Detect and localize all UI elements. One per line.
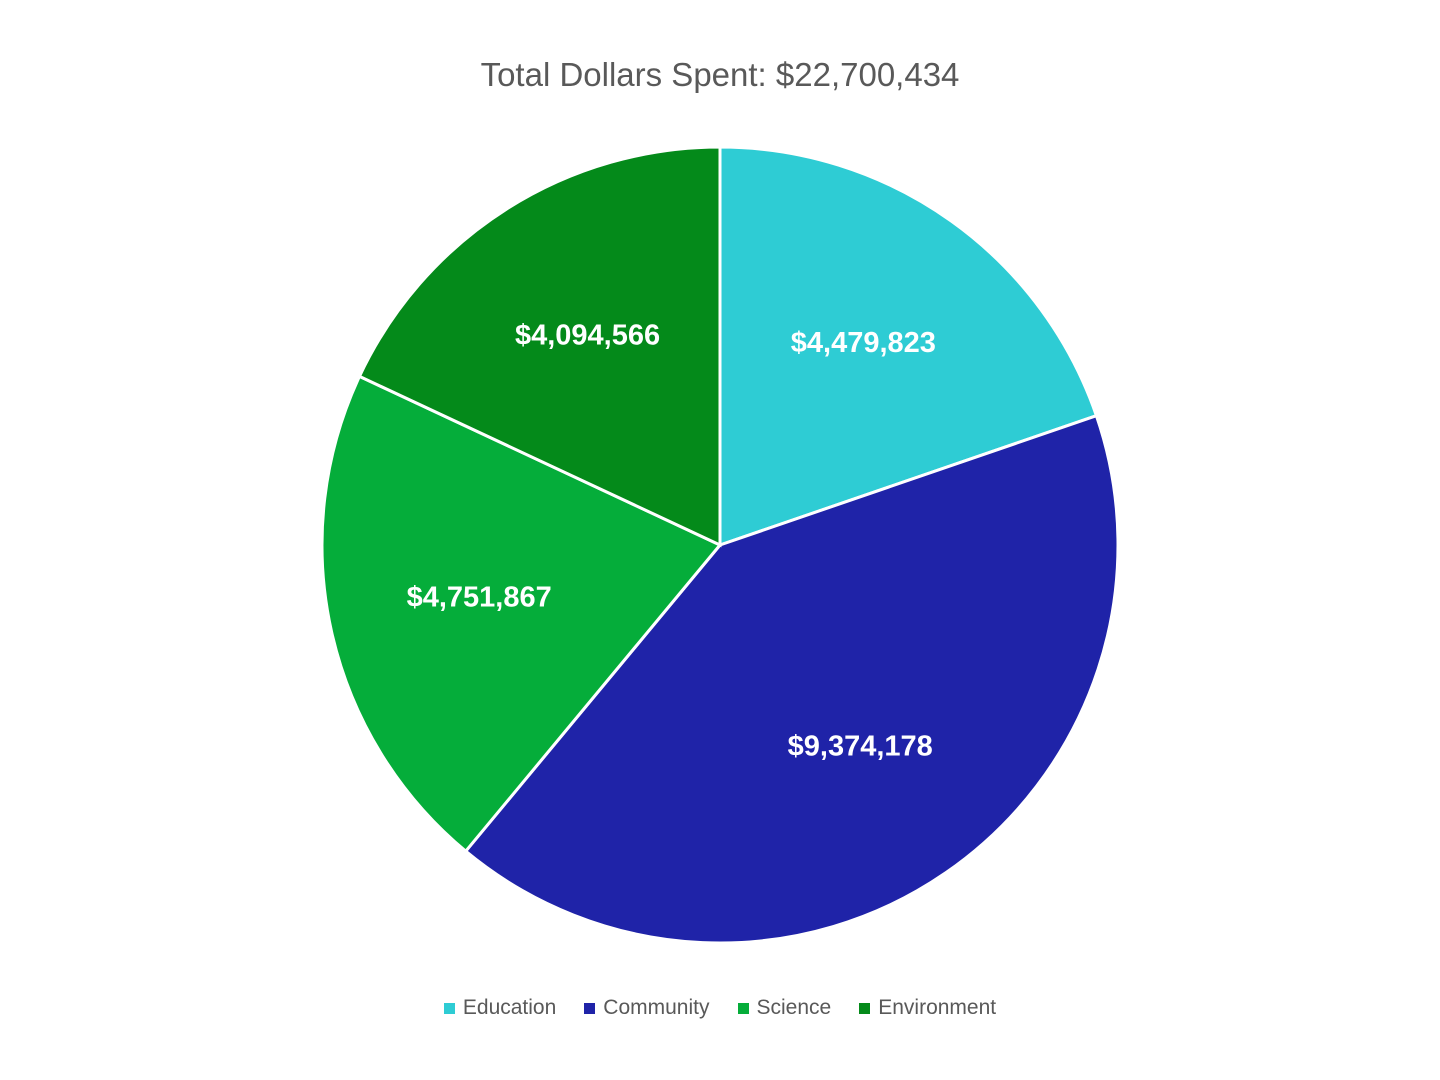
chart-title: Total Dollars Spent: $22,700,434 (480, 56, 960, 93)
legend-swatch-community (584, 1002, 596, 1014)
legend-label-environment: Environment (878, 996, 997, 1019)
legend-item-environment: Environment (859, 996, 996, 1020)
legend-swatch-education (443, 1002, 455, 1014)
data-label-environment: $4,094,566 (515, 319, 660, 351)
pie-slice-education (718, 145, 1099, 548)
legend-label-science: Science (756, 996, 832, 1019)
legend-swatch-science (737, 1002, 749, 1014)
legend-swatch-environment (859, 1002, 871, 1014)
pie-slices (320, 145, 1120, 945)
pie-slice-environment (357, 145, 722, 548)
data-labels: $4,479,823 $9,374,178 $4,751,867 $4,094,566 (407, 319, 936, 762)
legend-label-community: Community (603, 996, 710, 1019)
pie-slice-community (463, 413, 1120, 945)
legend-label-education: Education (462, 996, 557, 1019)
data-label-science: $4,751,867 (407, 582, 552, 614)
legend-item-education: Education (443, 996, 557, 1020)
legend-item-community: Community (584, 996, 710, 1020)
data-label-education: $4,479,823 (791, 327, 936, 359)
data-label-community: $9,374,178 (788, 731, 933, 763)
pie-slice-science (320, 374, 723, 854)
legend-item-science: Science (737, 996, 832, 1020)
legend: Education Community Science Environment (0, 996, 1440, 1020)
